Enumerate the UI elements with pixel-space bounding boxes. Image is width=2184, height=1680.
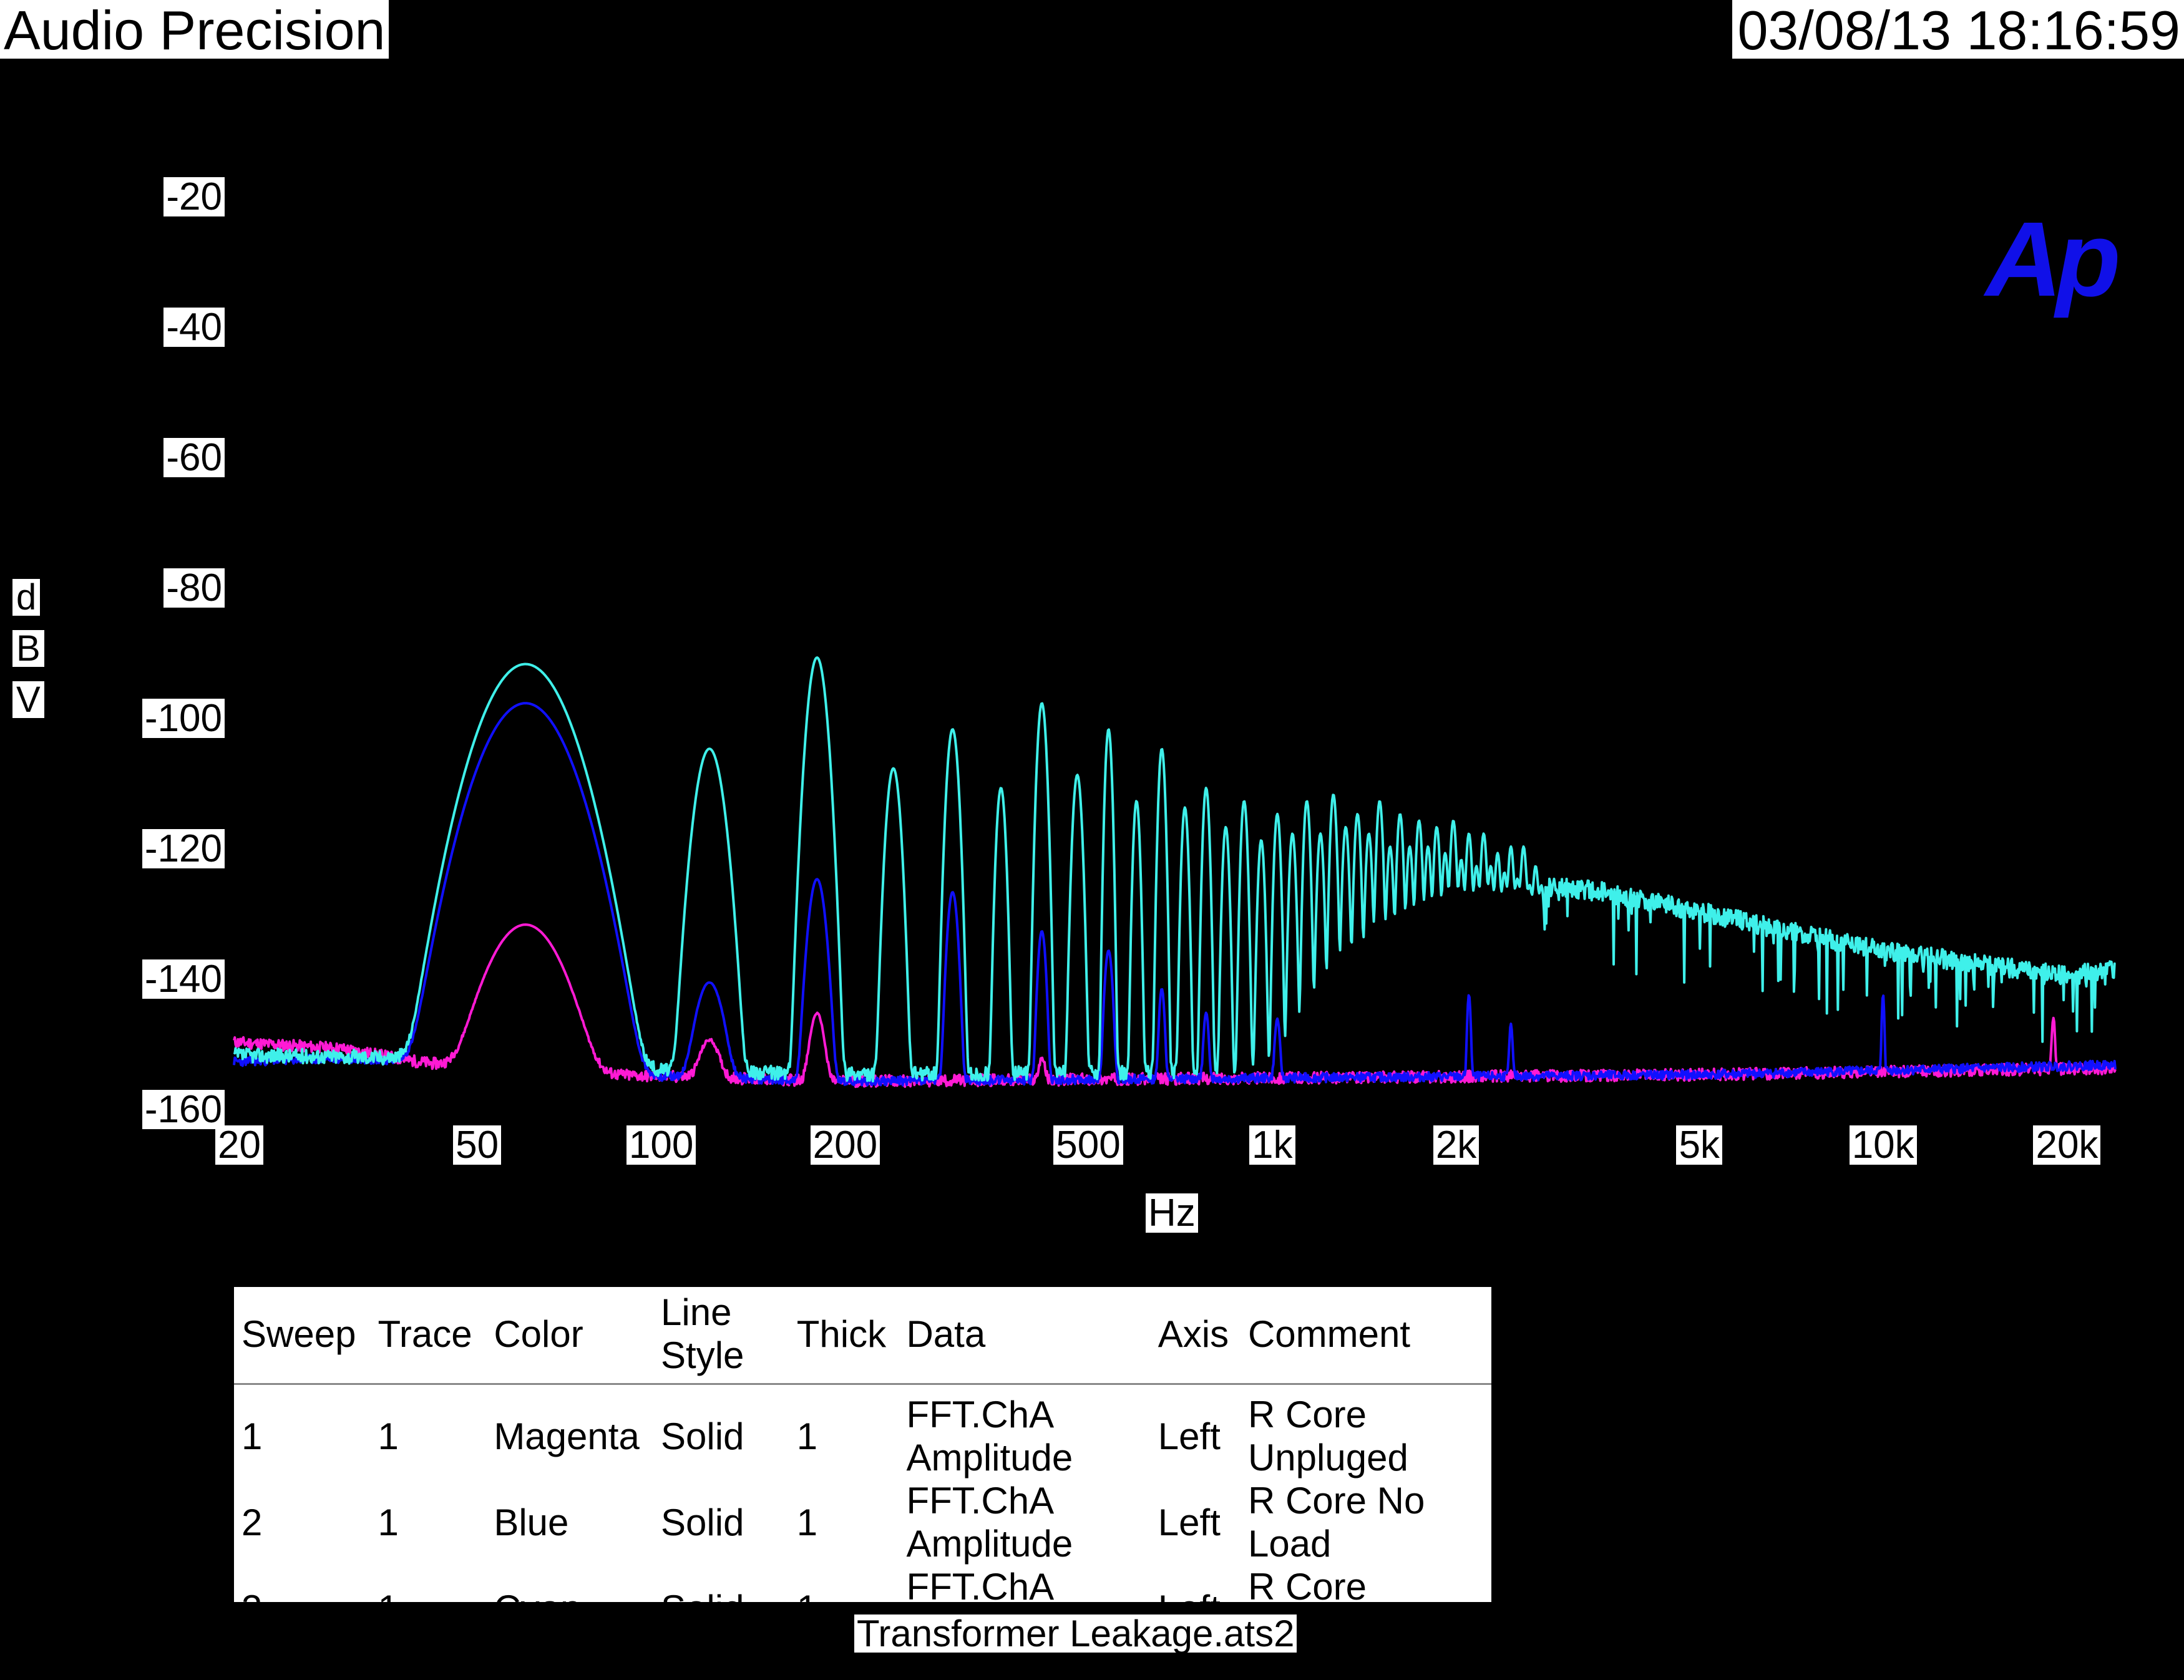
- y-tick-label: -120: [142, 829, 225, 868]
- legend-header: Axis: [1158, 1313, 1229, 1355]
- legend-cell: 1: [241, 1415, 263, 1457]
- y-tick-label: -160: [142, 1090, 225, 1129]
- legend-cell: 1: [796, 1501, 818, 1543]
- x-tick-label: 100: [626, 1125, 696, 1165]
- x-tick-label: 500: [1053, 1125, 1123, 1165]
- x-tick-label: 10k: [1849, 1125, 1917, 1165]
- legend-cell: 1: [796, 1415, 818, 1457]
- app-title: Audio Precision: [0, 0, 389, 59]
- legend-cell: Magenta: [494, 1415, 640, 1457]
- legend-cell: Solid: [661, 1501, 744, 1543]
- legend-cell: 3: [241, 1587, 263, 1629]
- legend-cell: Solid: [661, 1587, 744, 1629]
- legend-cell: R Core Unpluged: [1247, 1394, 1408, 1478]
- x-tick-label: 200: [810, 1125, 880, 1165]
- x-tick-label: 50: [453, 1125, 502, 1165]
- y-axis-label: d: [12, 579, 41, 616]
- legend-cell: Cyan: [494, 1587, 582, 1629]
- y-tick-label: -100: [142, 699, 225, 738]
- legend-cell: 2: [241, 1501, 263, 1543]
- y-tick-label: -140: [142, 959, 225, 999]
- x-axis-label: Hz: [1146, 1193, 1198, 1233]
- x-tick-label: 20: [215, 1125, 263, 1165]
- x-tick-label: 5k: [1676, 1125, 1722, 1165]
- legend-header: Line Style: [661, 1291, 744, 1376]
- y-tick-label: -80: [163, 568, 225, 608]
- legend-row: 1 1 Magenta Solid 1 FFT.ChA Amplitude Le…: [241, 1381, 1491, 1479]
- legend-cell: Left: [1158, 1501, 1221, 1543]
- y-tick-label: -20: [163, 177, 225, 216]
- legend-cell: 1: [378, 1501, 399, 1543]
- legend-header: Comment: [1247, 1313, 1411, 1355]
- series-line-3: [233, 656, 2116, 1083]
- file-name: Transformer Leakage.ats2: [854, 1614, 1297, 1653]
- ap-logo: Ap: [1986, 200, 2121, 319]
- legend-cell: Solid: [661, 1415, 744, 1457]
- legend-header: Sweep: [241, 1313, 356, 1355]
- legend-header: Data: [906, 1313, 986, 1355]
- legend-cell: 1: [796, 1587, 818, 1629]
- legend-header: Trace: [378, 1313, 472, 1355]
- timestamp: 03/08/13 18:16:59: [1732, 0, 2184, 59]
- legend-cell: FFT.ChA Amplitude: [906, 1394, 1073, 1478]
- legend-header: Color: [494, 1313, 583, 1355]
- legend-divider: [234, 1383, 1491, 1385]
- legend-row: 2 1 Blue Solid 1 FFT.ChA Amplitude Left …: [241, 1479, 1491, 1565]
- legend-cell: Left: [1158, 1415, 1221, 1457]
- legend-table: Sweep Trace Color Line Style Thick Data …: [234, 1287, 1491, 1651]
- y-tick-label: -40: [163, 308, 225, 347]
- legend-cell: Blue: [494, 1501, 569, 1543]
- legend-header: Thick: [796, 1313, 887, 1355]
- x-tick-label: 2k: [1433, 1125, 1480, 1165]
- y-axis-label: V: [12, 681, 44, 718]
- legend-cell: FFT.ChA Amplitude: [906, 1480, 1073, 1565]
- legend-cell: 1: [378, 1587, 399, 1629]
- y-tick-label: -60: [163, 438, 225, 477]
- y-axis-label: B: [12, 630, 44, 667]
- series-line-2: [233, 702, 2117, 1087]
- legend-cell: R Core No Load: [1247, 1480, 1425, 1565]
- x-tick-label: 20k: [2033, 1125, 2101, 1165]
- x-tick-label: 1k: [1249, 1125, 1295, 1165]
- legend-cell: 1: [378, 1415, 399, 1457]
